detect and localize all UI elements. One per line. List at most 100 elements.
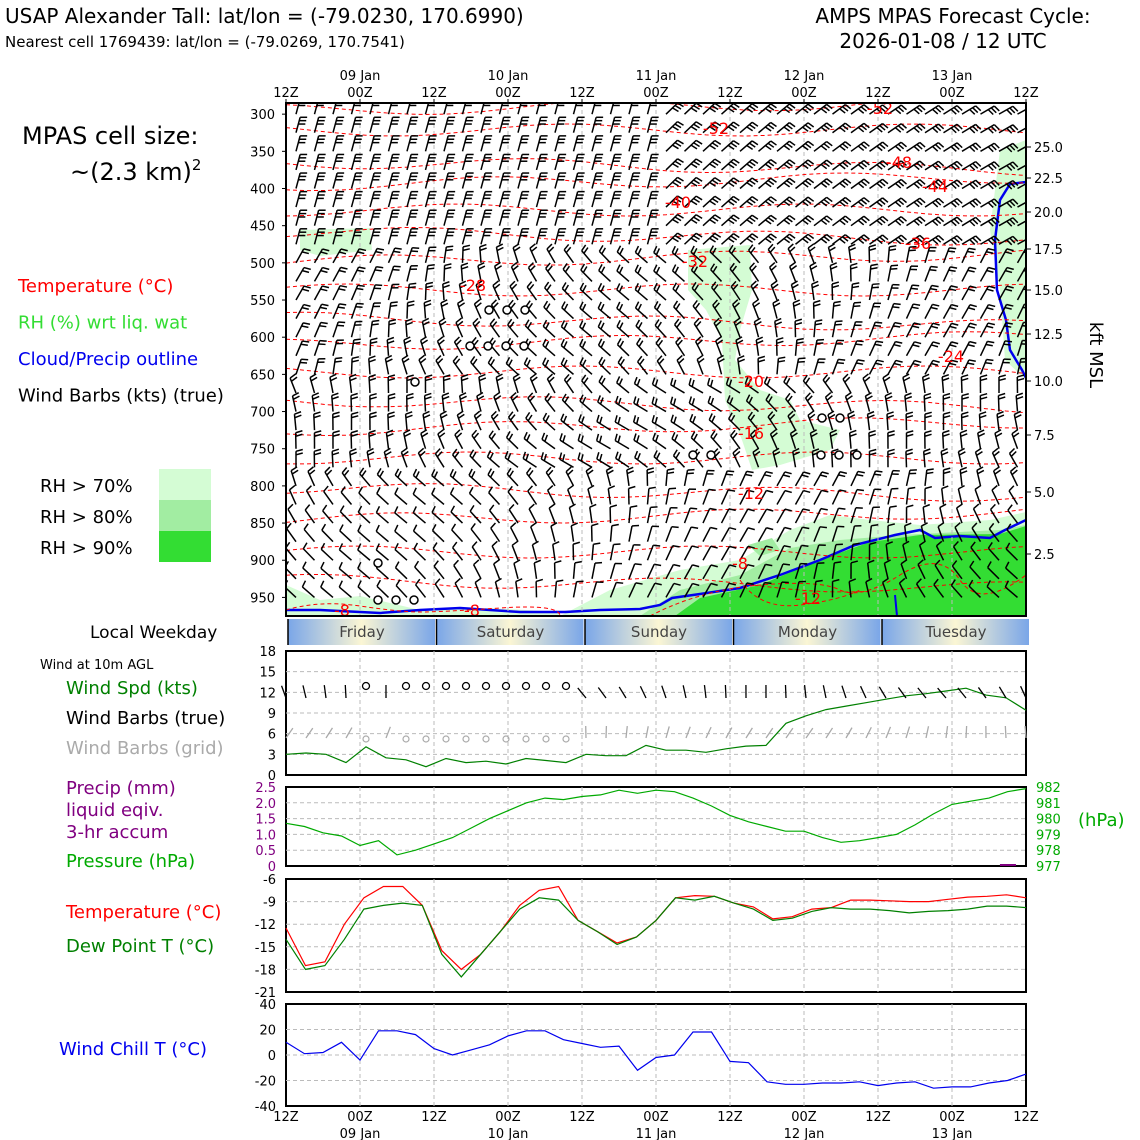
wind-barb: [591, 581, 604, 598]
wind-barb: [776, 356, 786, 375]
wind-barb: [702, 214, 722, 227]
wind-barb: [924, 234, 945, 245]
wind-barb: [813, 358, 826, 375]
wind-barb: [415, 578, 427, 598]
wind-barb: [533, 559, 542, 579]
wind-barb: [301, 580, 315, 598]
wind-barb: [350, 266, 366, 282]
temperature-contour: [286, 603, 561, 616]
wind-barb: [406, 135, 419, 152]
wind-barb: [313, 430, 322, 449]
wind-barb: [423, 392, 432, 412]
wind-barb: [286, 522, 297, 543]
wind-barb: [460, 262, 469, 282]
wind-barb: [609, 523, 619, 542]
wind-barb: [790, 280, 799, 301]
wind-barb: [776, 177, 796, 190]
wind-barb: [850, 122, 870, 134]
wind-barb: [616, 319, 630, 338]
wind-barb: [295, 448, 303, 468]
wind-barb: [905, 486, 916, 505]
wind-barb: [943, 179, 963, 190]
wind-barb: [789, 261, 798, 282]
wind-barb: [369, 153, 382, 171]
wind-barb: [394, 468, 408, 487]
wind-barb: [957, 447, 966, 468]
calm-circle: [373, 558, 383, 568]
bottom-date-tick: 10 Jan: [488, 1127, 529, 1140]
wind-barb: [338, 561, 352, 580]
wind-barb: [864, 391, 873, 412]
wind-barb: [540, 452, 556, 468]
wind-barb: [405, 318, 413, 338]
wind-barb: [979, 340, 995, 357]
wind-barb: [632, 415, 648, 431]
wind-barb: [869, 178, 889, 190]
cycle-label: AMPS MPAS Forecast Cycle:: [815, 4, 1090, 28]
wind-barb: [691, 281, 704, 301]
weekday-label: Local Weekday: [90, 623, 217, 643]
wind-barb: [795, 159, 815, 171]
wind-barb: [646, 563, 662, 580]
precip-panel-label: 3-hr accum: [66, 822, 168, 843]
wind-barb: [726, 395, 741, 413]
wind-barb: [332, 430, 340, 449]
calm-circle: [483, 341, 493, 351]
wind-barb: [468, 468, 482, 487]
wind-barb: [813, 159, 833, 171]
wind-barb: [794, 526, 810, 542]
rh-legend-swatch: [159, 469, 211, 500]
weekday-cell: [585, 619, 732, 645]
wind-barb: [732, 447, 741, 468]
wind-barb: [739, 140, 759, 152]
wind-barb: [302, 542, 316, 561]
wind-barb: [350, 430, 359, 449]
wind-barb: [535, 172, 548, 189]
wind-barb-grid: [765, 727, 774, 739]
wind-barb: [424, 172, 437, 189]
wind-barb: [443, 209, 456, 226]
wind-barb: [473, 410, 482, 431]
wind-barb: [758, 233, 777, 245]
contour-label: -16: [738, 424, 764, 443]
wind-barb: [752, 298, 761, 319]
wind-barb-true: [682, 685, 687, 699]
wind-barb: [866, 559, 875, 579]
wind-barb: [591, 116, 604, 133]
wind-barb: [831, 578, 840, 598]
wind-barb: [542, 412, 556, 431]
wind-barb: [998, 235, 1019, 246]
wind-barb: [387, 228, 400, 245]
wind-barb: [769, 429, 778, 450]
wind-barb: [517, 190, 530, 208]
wind-barb: [989, 503, 1000, 524]
wind-barb: [307, 466, 316, 487]
wind-barb: [757, 470, 773, 487]
pressure-tick-label: 450: [250, 220, 275, 235]
wind-barb: [665, 176, 684, 190]
temperature-contour: [286, 203, 1026, 217]
wind-barb: [517, 209, 530, 226]
wind-barb: [675, 336, 686, 357]
wind-barb: [937, 521, 945, 542]
wind-barb: [721, 214, 740, 227]
wind-barb-true: [639, 685, 647, 699]
wind-barb: [458, 392, 467, 412]
wind-barb: [591, 542, 601, 561]
wind-barb: [998, 217, 1019, 227]
wind-barb: [692, 299, 704, 320]
wind-barb: [757, 508, 774, 524]
wind-barb: [794, 318, 803, 338]
wind-barb: [898, 577, 908, 598]
wind-barb: [955, 503, 963, 524]
calm-circle-grid: [442, 735, 450, 743]
wind-barb: [628, 505, 638, 524]
wind-barb: [868, 506, 880, 524]
temperature-contour: [286, 451, 1026, 465]
wind-barb: [813, 526, 828, 542]
panel-tick-label: 1.0: [255, 828, 276, 843]
wind-barb: [498, 135, 511, 152]
wind-barb: [535, 103, 546, 115]
wind-barb: [969, 560, 982, 580]
wind-barb: [375, 505, 389, 524]
